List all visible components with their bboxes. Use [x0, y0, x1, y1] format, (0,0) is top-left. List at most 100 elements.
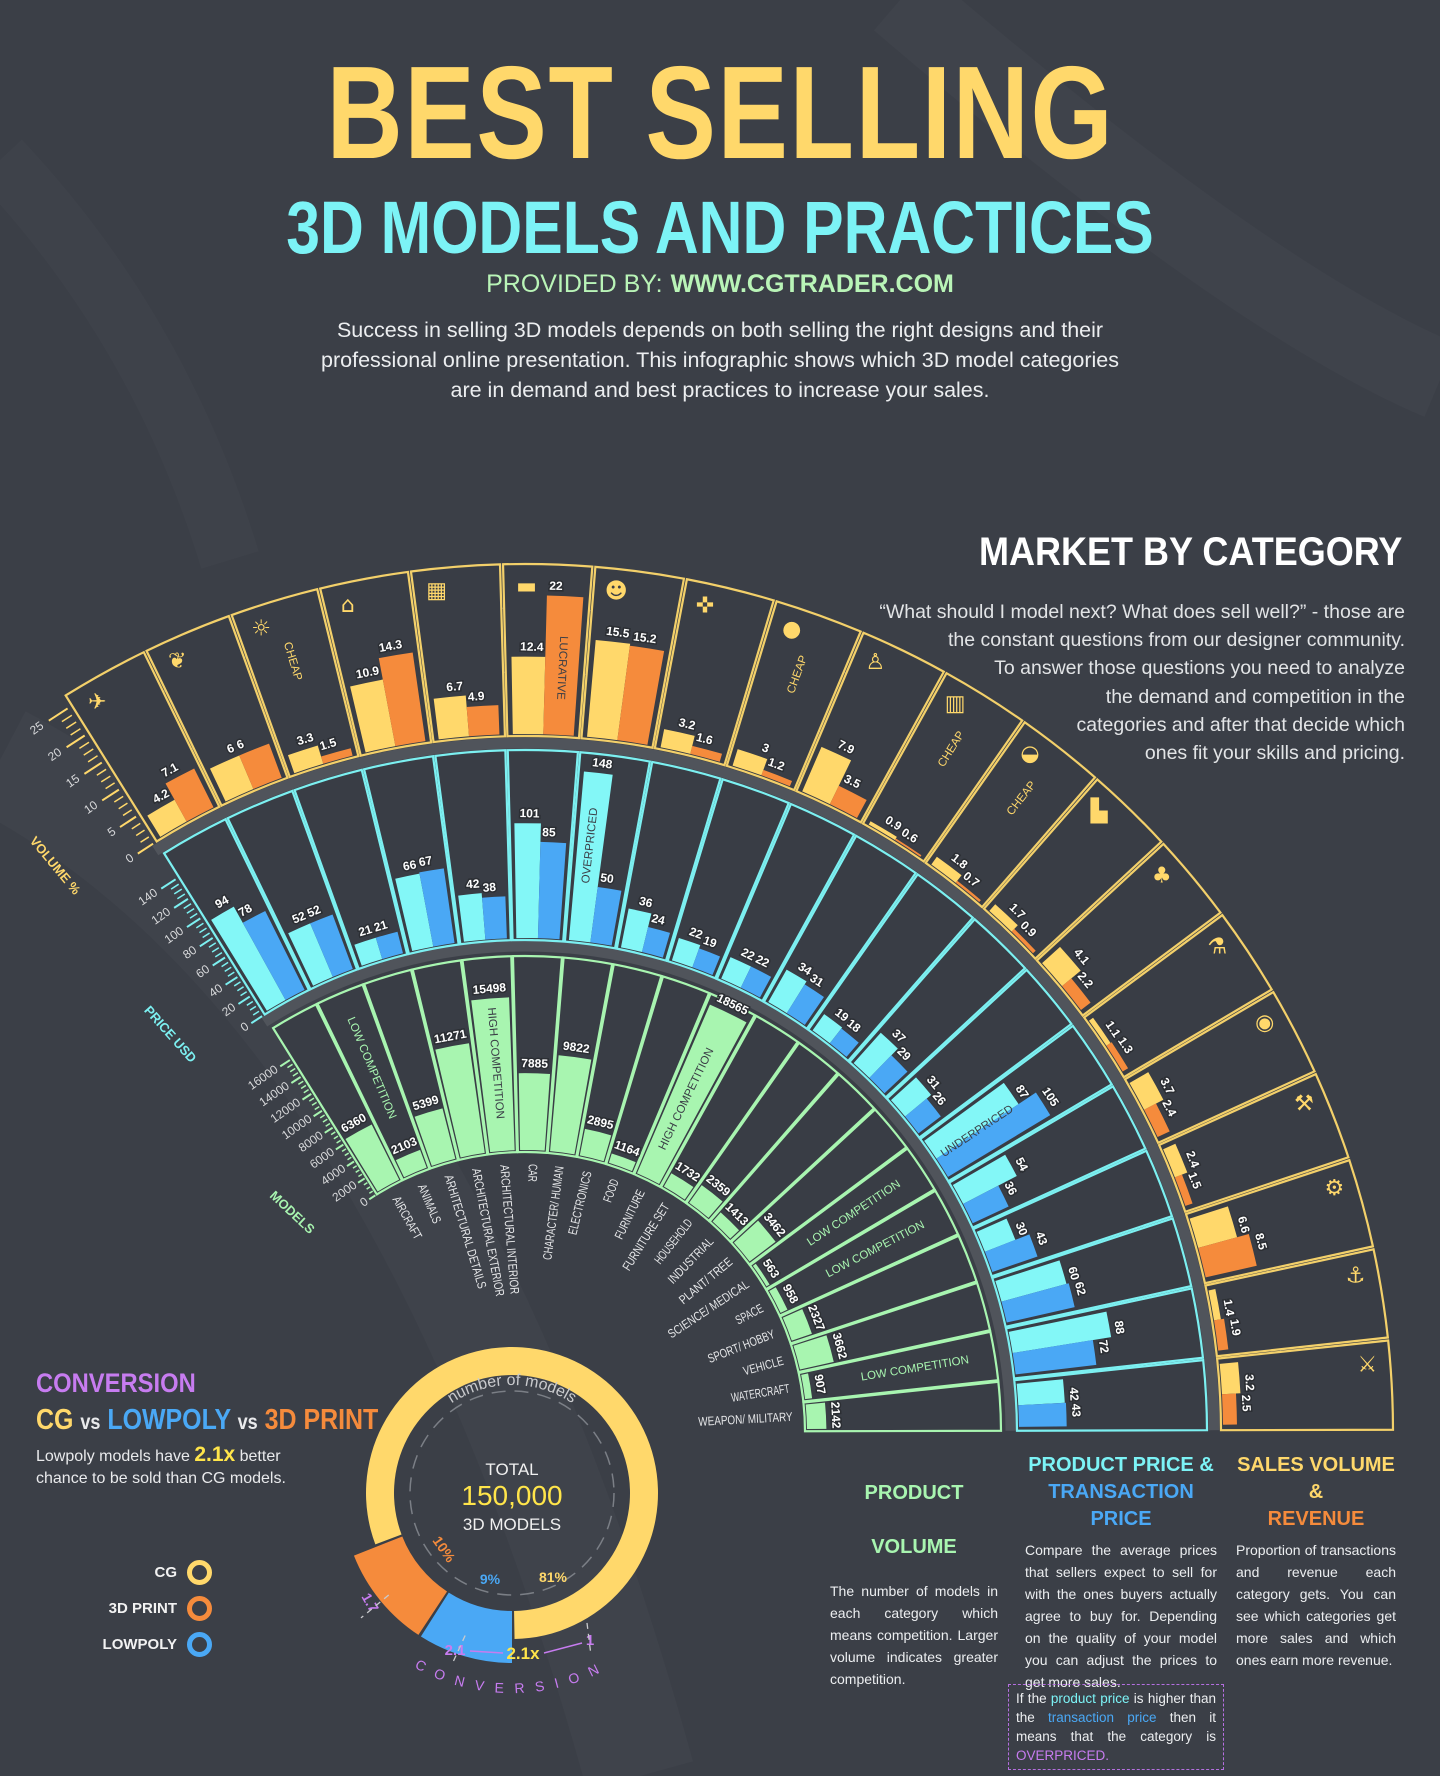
sales-volume-bar	[209, 755, 254, 802]
revenue-bar	[761, 769, 793, 787]
axis-minor-tick	[308, 1097, 315, 1102]
category-sector	[64, 650, 404, 1196]
sales-volume-bar	[802, 746, 852, 805]
axis-tick-label: 25	[27, 718, 46, 737]
axis-minor-tick	[358, 1173, 363, 1178]
models-sector-outline	[684, 1041, 840, 1223]
axis-minor-tick	[240, 991, 248, 997]
category-label: WEAPON/ MILITARY	[698, 1410, 794, 1429]
gamepad-icon: ✜	[696, 593, 714, 618]
axis-tick	[313, 1109, 323, 1118]
category-sector	[575, 577, 776, 1166]
revenue-value-label: 15.2	[632, 629, 657, 646]
axis-tick	[324, 1126, 334, 1134]
axis-minor-tick	[344, 1152, 350, 1157]
quote-line: categories and after that decide which	[1076, 713, 1405, 736]
product-price-bar	[721, 957, 752, 988]
category-sector	[546, 565, 686, 1159]
revenue-bar	[1214, 1318, 1229, 1351]
gridline	[122, 671, 1286, 1431]
axis-minor-tick	[314, 1105, 320, 1111]
axis-tick	[101, 788, 120, 802]
models-bar	[712, 1212, 740, 1239]
revenue-bar	[239, 743, 282, 790]
revenue-bar	[1221, 1393, 1237, 1425]
axis-tick-label: 20	[219, 1000, 238, 1019]
axis-minor-tick	[173, 888, 183, 895]
axis-minor-tick	[355, 1169, 360, 1173]
axis-minor-tick	[113, 795, 124, 803]
intro-line: professional online presentation. This i…	[321, 348, 1119, 372]
sales-volume-bar	[287, 745, 324, 774]
conversion-connector	[543, 1642, 583, 1654]
price-sector-outline	[293, 768, 409, 971]
legend-cg: CG	[154, 1560, 212, 1585]
models-sector-outline	[315, 983, 431, 1182]
volume-sector-outline	[230, 587, 360, 779]
axis-title: VOLUME %	[27, 833, 84, 897]
revenue-value-label: 1.6	[695, 730, 715, 748]
category-sector	[604, 599, 863, 1176]
axis-minor-tick	[83, 748, 94, 756]
price-sector-outline	[615, 760, 722, 962]
market-quote: “What should I model next? What does sel…	[879, 598, 1405, 767]
column-product-volume: PRODUCT VOLUME The number of models in e…	[830, 1466, 998, 1690]
revenue-bar	[165, 768, 214, 822]
sales-volume-bar	[660, 729, 695, 754]
3d-print-label: 3D PRINT	[264, 1404, 379, 1436]
axis-tick	[199, 937, 214, 948]
revenue-bar	[321, 748, 353, 764]
category-sector	[632, 631, 946, 1189]
models-bar	[769, 1287, 788, 1313]
sales-volume-value-label: 12.4	[520, 639, 544, 654]
axis-minor-tick	[78, 741, 90, 750]
axis-minor-tick	[249, 1005, 257, 1011]
models-sector-outline	[604, 975, 711, 1176]
models-bar	[414, 1108, 456, 1166]
models-bar	[782, 1309, 812, 1341]
car-icon: ▬	[516, 574, 537, 599]
product-price-bar	[853, 1032, 898, 1078]
legend-3d-print: 3D PRINT	[109, 1596, 212, 1621]
category-label: FOOD	[601, 1177, 622, 1204]
transaction-price-bar	[829, 1028, 859, 1057]
product-price-bar	[890, 1077, 932, 1117]
revenue-value-label: 8.5	[1252, 1231, 1270, 1251]
axis-tick-label: 40	[206, 981, 225, 1000]
legend-lowpoly: LOWPOLY	[103, 1632, 212, 1657]
column-heading: PRODUCT VOLUME	[864, 1482, 964, 1558]
ring-icon	[187, 1560, 212, 1585]
category-sector	[409, 563, 519, 1156]
planet-icon: ◉	[1255, 1011, 1274, 1036]
axis-minor-tick	[202, 932, 210, 939]
product-price-bar	[458, 893, 486, 942]
section-title: MARKET BY CATEGORY	[978, 530, 1402, 574]
column-sales: SALES VOLUME & REVENUE Proportion of tra…	[1236, 1452, 1396, 1671]
axis-minor-tick	[105, 782, 116, 790]
provided-url[interactable]: WWW.CGTRADER.COM	[670, 270, 954, 298]
legend-label: CG	[154, 1564, 178, 1581]
category-sector	[748, 913, 1274, 1291]
models-sector-outline	[729, 1107, 908, 1267]
volume-sector-outline	[1123, 990, 1316, 1145]
product-price-bar	[671, 937, 701, 968]
revenue-bar	[955, 880, 981, 903]
note-text: is higher than the	[1016, 1691, 1216, 1725]
column-heading: SALES VOLUME &	[1237, 1454, 1395, 1503]
transaction-price-bar	[641, 927, 671, 958]
donut-inner-dashed-ring	[409, 1390, 615, 1596]
category-label: SPACE	[733, 1301, 766, 1327]
transaction-price-bar	[590, 887, 622, 946]
sales-volume-bar	[1088, 1017, 1111, 1046]
sales-volume-bar	[511, 656, 546, 735]
ring-icon	[187, 1596, 212, 1621]
axis-minor-tick	[227, 971, 235, 977]
volume-sector-outline	[1082, 913, 1274, 1079]
axis-minor-tick	[195, 922, 204, 929]
product-price-bar	[924, 1082, 1019, 1159]
donut-total-label: TOTAL	[485, 1460, 538, 1479]
axis-minor-tick	[330, 1131, 336, 1136]
sales-volume-value-label: 15.5	[605, 624, 630, 641]
apple-icon: ●	[782, 617, 801, 642]
models-sector-outline	[764, 1189, 960, 1318]
